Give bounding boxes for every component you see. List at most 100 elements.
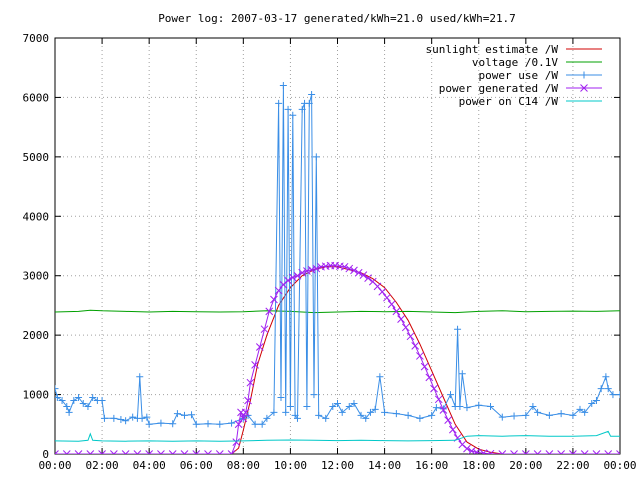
data-point (180, 450, 189, 454)
data-point (98, 450, 106, 454)
data-point (439, 405, 447, 413)
data-point (138, 414, 146, 422)
data-point (227, 450, 236, 454)
data-point (416, 352, 424, 360)
data-point (404, 411, 412, 419)
data-point (430, 384, 438, 393)
data-point (75, 394, 83, 402)
data-point (303, 267, 311, 275)
data-point (55, 385, 59, 393)
data-point (298, 105, 306, 113)
data-point (444, 416, 452, 424)
axes: 0 1000 2000 3000 4000 5000 6000 7000 00:00 02:00 0… (23, 32, 637, 472)
data-point (604, 450, 613, 454)
x-tick-label: 20:00 (509, 459, 542, 472)
data-point (522, 411, 530, 419)
legend-marker (580, 84, 588, 92)
data-point (576, 405, 584, 413)
data-point (569, 450, 577, 454)
data-point (188, 411, 196, 419)
data-point (282, 408, 290, 416)
legend-label: voltage /0.1V (472, 56, 558, 69)
data-point (378, 287, 387, 296)
data-point (534, 408, 542, 416)
series-line (55, 265, 620, 454)
series-line (55, 430, 620, 442)
data-point (244, 396, 252, 405)
data-point (498, 413, 506, 421)
data-point (425, 373, 434, 382)
data-point (322, 414, 330, 422)
data-point (98, 397, 106, 405)
data-point (145, 450, 154, 454)
data-point (275, 99, 283, 107)
data-point (265, 307, 274, 316)
data-point (498, 450, 507, 454)
data-point (293, 414, 301, 422)
data-point (533, 450, 542, 454)
legend-label: power use /W (479, 69, 559, 82)
data-point (521, 450, 530, 454)
data-point (143, 413, 151, 421)
data-point (117, 416, 125, 424)
data-point (122, 417, 130, 425)
data-point (467, 447, 476, 454)
data-point (86, 450, 95, 454)
data-point (274, 286, 283, 295)
data-point (157, 419, 165, 427)
data-point (62, 450, 71, 454)
data-point (463, 444, 471, 453)
data-point (454, 325, 462, 333)
grid (55, 38, 620, 454)
data-point (157, 450, 165, 454)
data-point (110, 414, 118, 422)
data-point (381, 408, 389, 416)
data-point (486, 449, 495, 454)
data-point (616, 391, 620, 399)
data-point (63, 402, 71, 410)
data-point (129, 413, 137, 421)
data-point (239, 414, 248, 423)
data-point (270, 295, 278, 304)
data-point (136, 373, 144, 381)
data-point (392, 307, 401, 316)
data-point (364, 274, 372, 282)
data-point (298, 268, 307, 277)
data-point (334, 399, 341, 407)
data-point (597, 385, 605, 393)
data-point (58, 397, 66, 405)
data-point (121, 450, 130, 454)
data-point (401, 323, 410, 332)
data-point (366, 408, 374, 416)
data-point (303, 402, 311, 410)
data-point (359, 271, 368, 279)
data-point (232, 438, 241, 446)
data-point (545, 450, 554, 454)
data-point (234, 420, 243, 429)
data-point (529, 402, 537, 410)
data-point (284, 105, 292, 113)
series-2 (55, 82, 620, 428)
series-layer (55, 82, 620, 454)
x-tick-label: 08:00 (227, 459, 260, 472)
data-point (204, 420, 212, 428)
data-point (472, 448, 481, 454)
data-point (432, 404, 440, 412)
data-point (345, 402, 353, 410)
x-tick-label: 18:00 (462, 459, 495, 472)
x-tick-label: 16:00 (415, 459, 448, 472)
data-point (258, 420, 266, 428)
data-point (345, 264, 354, 273)
data-point (411, 341, 420, 350)
data-point (215, 450, 224, 454)
y-tick-label: 1000 (23, 389, 50, 402)
data-point (580, 450, 589, 454)
data-point (55, 394, 61, 402)
data-point (416, 414, 424, 422)
data-point (228, 419, 236, 427)
data-point (216, 420, 224, 428)
data-point (173, 410, 181, 418)
data-point (428, 411, 436, 419)
